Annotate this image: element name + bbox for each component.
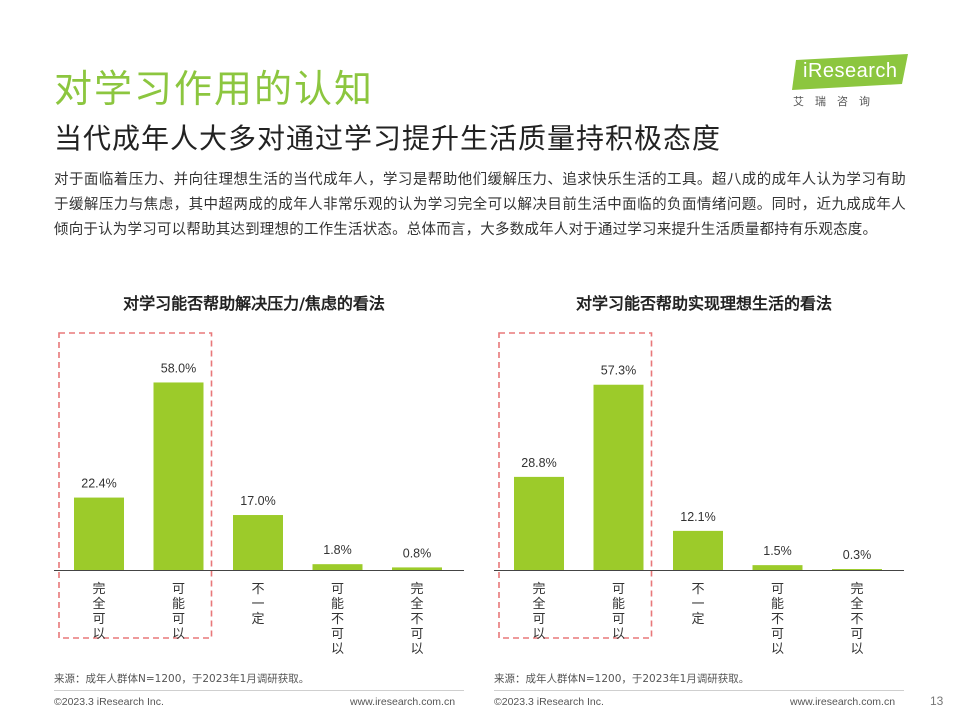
svg-text:定: 定 [251, 612, 264, 627]
svg-text:全: 全 [850, 596, 863, 612]
footer-copyright-left: ©2023.3 iResearch Inc. [54, 696, 164, 708]
svg-text:可: 可 [532, 612, 545, 627]
source-note-right: 来源：成年人群体N=1200，于2023年1月调研获取。 [494, 673, 750, 685]
bar-3 [673, 530, 723, 570]
value-label: 22.4% [81, 477, 116, 491]
svg-text:一: 一 [251, 597, 264, 612]
svg-text:可: 可 [612, 612, 625, 627]
svg-text:能: 能 [172, 597, 185, 612]
svg-text:可: 可 [612, 582, 625, 597]
value-label: 12.1% [680, 510, 715, 524]
footer-divider-left [54, 690, 464, 691]
logo-name: iResearch [803, 60, 898, 82]
category-label: 不一定 [251, 582, 264, 627]
page-subtitle: 当代成年人大多对通过学习提升生活质量持积极态度 [54, 122, 722, 155]
bar-3 [233, 515, 283, 570]
svg-text:全: 全 [532, 596, 545, 612]
category-label: 完全可以 [532, 582, 545, 642]
svg-text:不: 不 [691, 582, 704, 597]
svg-text:完: 完 [92, 582, 105, 597]
value-label: 0.3% [843, 548, 872, 562]
bar-4 [752, 565, 803, 570]
svg-text:全: 全 [92, 596, 105, 612]
svg-text:能: 能 [771, 597, 784, 612]
svg-text:可: 可 [331, 627, 344, 642]
bar-1 [74, 497, 124, 570]
highlight-box [498, 332, 653, 639]
iresearch-logo [792, 54, 908, 90]
value-label: 1.5% [763, 544, 792, 558]
highlight-box [58, 332, 213, 639]
svg-text:以: 以 [532, 627, 545, 642]
bar-2 [153, 382, 204, 570]
svg-text:可: 可 [410, 627, 423, 642]
bar-5 [832, 569, 882, 570]
svg-text:以: 以 [612, 627, 625, 642]
value-label: 0.8% [403, 546, 432, 560]
bar-charts: 22.4%完全可以58.0%可能可以17.0%不一定1.8%可能不可以0.8%完… [54, 332, 904, 657]
value-label: 28.8% [521, 456, 556, 470]
value-label: 57.3% [601, 364, 636, 378]
svg-text:完: 完 [532, 582, 545, 597]
svg-text:能: 能 [331, 597, 344, 612]
svg-text:可: 可 [850, 627, 863, 642]
bar-1 [514, 476, 564, 570]
value-label: 58.0% [161, 361, 196, 375]
footer-divider-right [494, 690, 904, 691]
value-label: 1.8% [323, 543, 352, 557]
svg-text:完: 完 [850, 582, 863, 597]
footer-url-right[interactable]: www.iresearch.com.cn [790, 696, 896, 708]
svg-text:完: 完 [410, 582, 423, 597]
svg-text:定: 定 [691, 612, 704, 627]
svg-text:不: 不 [850, 612, 863, 627]
chart-title-ideal-life: 对学习能否帮助实现理想生活的看法 [575, 294, 832, 313]
svg-text:不: 不 [331, 612, 344, 627]
bar-5 [392, 567, 442, 570]
svg-text:一: 一 [691, 597, 704, 612]
logo-subtitle: 艾瑞咨询 [793, 95, 881, 108]
svg-text:不: 不 [771, 612, 784, 627]
svg-text:以: 以 [771, 642, 784, 657]
svg-text:不: 不 [410, 612, 423, 627]
svg-text:可: 可 [771, 627, 784, 642]
value-label: 17.0% [240, 494, 275, 508]
svg-text:以: 以 [331, 642, 344, 657]
category-label: 完全可以 [92, 582, 105, 642]
page-title: 对学习作用的认知 [54, 67, 375, 111]
svg-text:可: 可 [172, 612, 185, 627]
svg-text:可: 可 [771, 582, 784, 597]
svg-text:以: 以 [410, 642, 423, 657]
svg-text:不: 不 [251, 582, 264, 597]
footer-copyright-right: ©2023.3 iResearch Inc. [494, 696, 604, 708]
svg-text:以: 以 [92, 627, 105, 642]
svg-text:可: 可 [92, 612, 105, 627]
page-number: 13 [930, 694, 944, 708]
bar-2 [593, 384, 644, 570]
svg-text:以: 以 [850, 642, 863, 657]
svg-text:可: 可 [172, 582, 185, 597]
chart-title-stress: 对学习能否帮助解决压力/焦虑的看法 [123, 294, 385, 313]
svg-text:能: 能 [612, 597, 625, 612]
bar-4 [312, 564, 363, 570]
svg-text:全: 全 [410, 596, 423, 612]
source-note-left: 来源：成年人群体N=1200，于2023年1月调研获取。 [54, 673, 310, 685]
category-label: 不一定 [691, 582, 704, 627]
footer-url-left[interactable]: www.iresearch.com.cn [350, 696, 456, 708]
svg-text:可: 可 [331, 582, 344, 597]
intro-paragraph: 对于面临着压力、并向往理想生活的当代成年人，学习是帮助他们缓解压力、追求快乐生活… [54, 172, 906, 238]
svg-text:以: 以 [172, 627, 185, 642]
